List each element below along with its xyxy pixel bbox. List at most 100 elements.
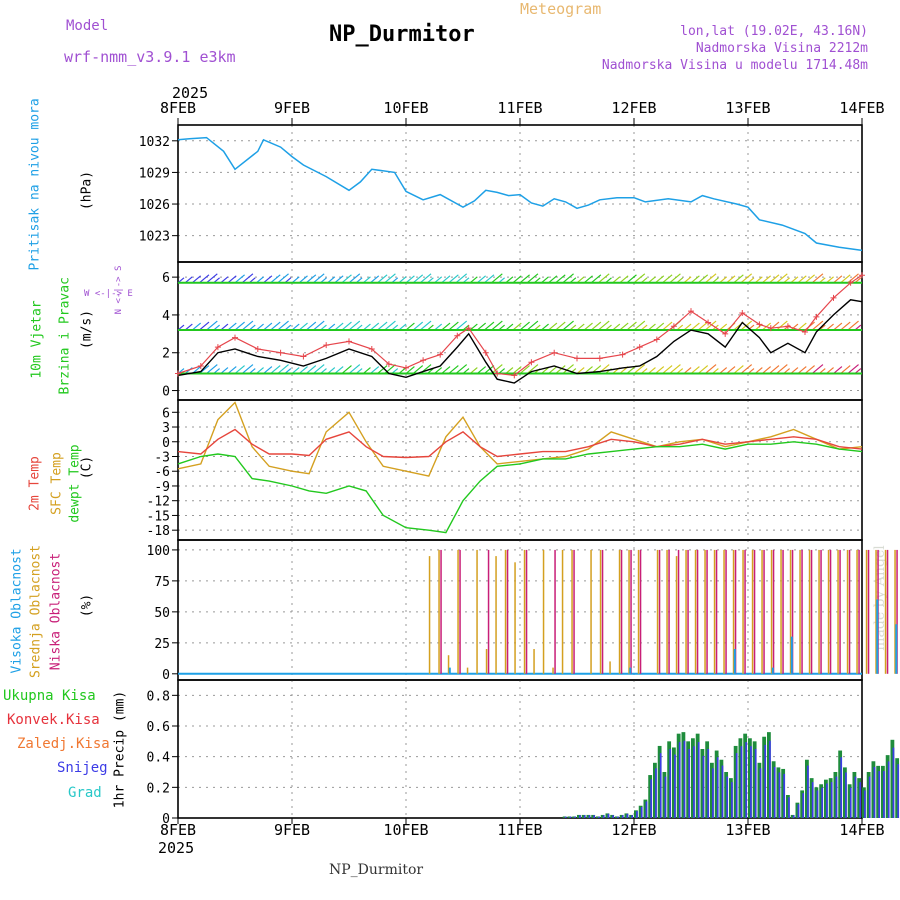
low-cloud-bar [734,549,737,674]
wind-barb [298,322,308,331]
gust-marker [813,313,820,320]
precip-bar [828,778,833,818]
wind-barb [519,321,530,331]
snow-bar [759,768,762,818]
gust-marker [277,349,284,356]
precip-bar [847,784,852,818]
precip-bar [881,765,885,818]
snow-bar [835,776,838,818]
snow-bar [621,815,624,818]
meteogram-label: Meteogram [520,0,602,18]
mid-cloud-bar [789,549,792,674]
snow-bar [693,746,695,818]
wind-barb [419,320,432,331]
x-tick-label-top: 9FEB [274,99,310,117]
wind-barb [298,366,308,374]
wind-barb [241,320,254,331]
precip-bar [577,814,581,818]
wind-barb [263,275,273,284]
low-cloud-bar [630,549,632,674]
wind-barb [548,366,558,374]
wind-barb [811,320,824,331]
mid-cloud-bar [818,549,820,674]
mid-cloud-bar [846,549,849,674]
wind-barb [548,322,558,331]
mid-cloud-bar [780,549,782,674]
wind-barb [833,366,843,374]
wind-barb [669,364,681,374]
wind-barb [455,273,468,284]
wind-barb [206,320,218,331]
snow-bar [674,754,676,818]
snow-bar [845,772,847,818]
x-tick-label-bottom: 13FEB [725,821,770,839]
precip-bar [786,795,790,818]
snow-bar [897,764,900,818]
gust-marker [454,332,461,339]
snow-bar [726,776,729,818]
wind-barb [761,366,772,374]
gust-marker [596,355,603,362]
wind-barb [206,273,218,284]
model-name: wrf-nmm_v3.9.1 e3km [64,48,236,66]
precip-bar [676,733,681,818]
wind-barb [776,320,788,331]
precip-bar [871,761,876,818]
precip-bar [748,738,752,818]
gust-marker [437,351,444,358]
wind-barb [341,321,352,331]
wind-barb [384,320,396,331]
wind-barb [776,273,788,284]
mid-cloud-bar [485,649,488,674]
snow-bar [745,742,748,818]
wind-barb [334,322,344,331]
precip-bar [838,750,843,818]
precip-bar [729,778,733,818]
high-cloud-bar [895,624,898,674]
low-cloud-bar [772,549,775,674]
precip-bar [596,816,600,818]
precip-bar [724,772,729,818]
wind-barb [669,273,681,284]
wind-barb [740,364,753,374]
y-tick-label: 0 [162,385,170,400]
gust-marker [175,370,181,377]
low-cloud-bar [440,549,442,674]
wind-barb [512,366,522,374]
y-tick-label: -15 [147,509,170,524]
precip-bar [857,778,862,818]
wind-barb [633,364,646,374]
wind-barb [483,365,495,374]
snow-bar [731,782,733,818]
wind-compass-we: W <-|-> E [84,289,133,299]
y-tick-label: -9 [154,480,170,495]
low-cloud-bar [848,549,851,674]
y-tick-label: 25 [154,637,170,652]
snow-bar [598,816,600,818]
wind-barb [491,320,503,331]
low-cloud-bar [763,549,765,674]
wind-barb [241,273,254,284]
low-cloud-bar [554,549,556,674]
precip-bar [843,767,847,818]
x-tick-label-bottom: 12FEB [611,821,656,839]
wind-barb [491,273,503,284]
gust-marker [254,345,261,352]
mid-cloud-bar [495,556,497,674]
mid-cloud-bar [704,549,706,674]
low-cloud-bar [525,549,528,674]
wind-barb [562,320,574,331]
wind-barb [377,274,388,284]
precip-bar [610,814,615,818]
wind-barb [483,274,495,284]
snow-bar [712,768,714,818]
precip-bar [657,745,662,818]
snow-bar [574,816,577,818]
gust-marker [830,294,837,301]
wind-barb [455,320,468,331]
wind-barb [797,366,807,374]
gust-marker [705,319,712,326]
snow-bar [664,776,667,818]
precip-bar [615,816,619,818]
wind-barb [227,366,237,374]
